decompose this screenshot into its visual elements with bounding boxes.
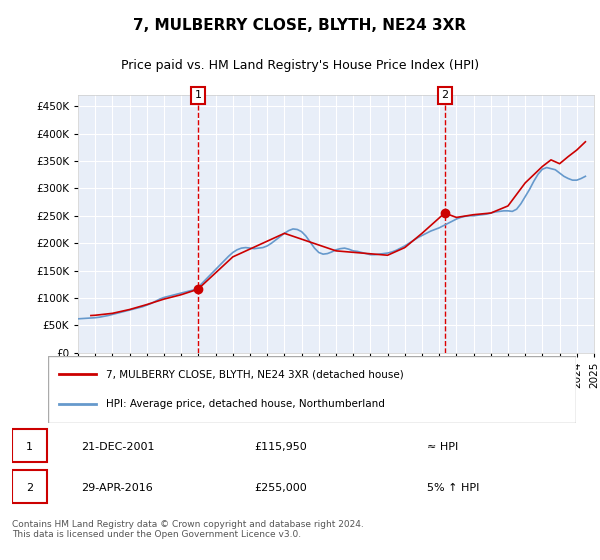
- Text: HPI: Average price, detached house, Northumberland: HPI: Average price, detached house, Nort…: [106, 399, 385, 409]
- FancyBboxPatch shape: [12, 470, 47, 503]
- Text: £255,000: £255,000: [254, 483, 307, 493]
- Text: 5% ↑ HPI: 5% ↑ HPI: [427, 483, 479, 493]
- Text: 7, MULBERRY CLOSE, BLYTH, NE24 3XR: 7, MULBERRY CLOSE, BLYTH, NE24 3XR: [133, 18, 467, 32]
- Text: 1: 1: [194, 90, 202, 100]
- Text: 1: 1: [26, 442, 33, 452]
- Text: Price paid vs. HM Land Registry's House Price Index (HPI): Price paid vs. HM Land Registry's House …: [121, 59, 479, 72]
- Text: 29-APR-2016: 29-APR-2016: [81, 483, 153, 493]
- Text: 2: 2: [441, 90, 448, 100]
- Text: 21-DEC-2001: 21-DEC-2001: [81, 442, 155, 452]
- FancyBboxPatch shape: [48, 356, 576, 423]
- Text: Contains HM Land Registry data © Crown copyright and database right 2024.
This d: Contains HM Land Registry data © Crown c…: [12, 520, 364, 539]
- Text: ≈ HPI: ≈ HPI: [427, 442, 458, 452]
- Text: 7, MULBERRY CLOSE, BLYTH, NE24 3XR (detached house): 7, MULBERRY CLOSE, BLYTH, NE24 3XR (deta…: [106, 370, 404, 380]
- Text: £115,950: £115,950: [254, 442, 307, 452]
- FancyBboxPatch shape: [12, 429, 47, 462]
- Text: 2: 2: [26, 483, 33, 493]
